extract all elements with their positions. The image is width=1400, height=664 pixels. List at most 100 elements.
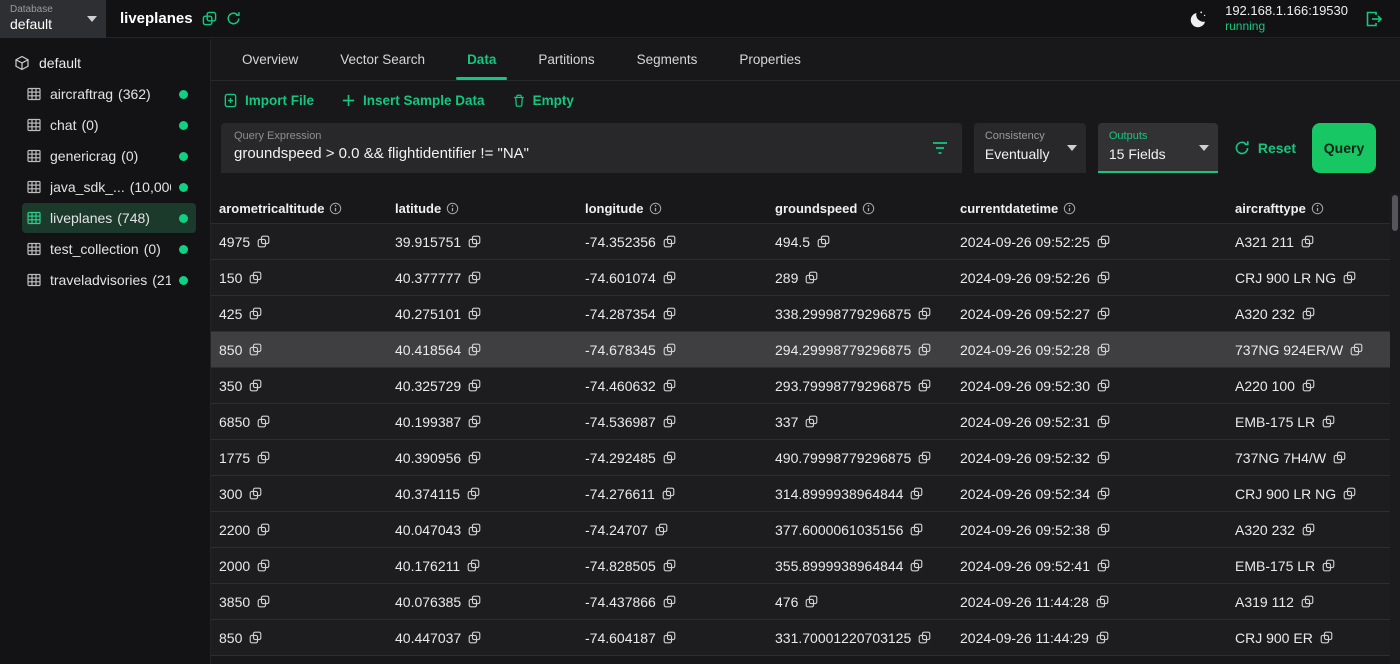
copy-icon[interactable] (249, 271, 262, 284)
filter-icon[interactable] (932, 141, 948, 160)
copy-icon[interactable] (468, 379, 481, 392)
copy-icon[interactable] (1343, 271, 1356, 284)
copy-icon[interactable] (1333, 451, 1346, 464)
copy-icon[interactable] (663, 595, 676, 608)
sidebar-database-root[interactable]: default (0, 49, 210, 79)
copy-icon[interactable] (1301, 235, 1314, 248)
copy-icon[interactable] (249, 343, 262, 356)
copy-icon[interactable] (918, 631, 931, 644)
copy-icon[interactable] (1096, 631, 1109, 644)
copy-icon[interactable] (468, 271, 481, 284)
copy-icon[interactable] (1302, 307, 1315, 320)
copy-icon[interactable] (468, 451, 481, 464)
sidebar-item-test-collection[interactable]: test_collection (0) (22, 234, 196, 264)
query-expression-input[interactable]: Query Expression groundspeed > 0.0 && fl… (221, 123, 962, 173)
disconnect-exit-icon[interactable] (1364, 9, 1384, 29)
copy-icon[interactable] (663, 379, 676, 392)
copy-icon[interactable] (1097, 523, 1110, 536)
copy-icon[interactable] (257, 451, 270, 464)
copy-icon[interactable] (1097, 379, 1110, 392)
sidebar-item-liveplanes[interactable]: liveplanes (748) (22, 203, 196, 233)
copy-icon[interactable] (663, 271, 676, 284)
copy-icon[interactable] (1343, 487, 1356, 500)
database-select[interactable]: Database default (0, 0, 106, 38)
copy-icon[interactable] (663, 631, 676, 644)
column-header-latitude[interactable]: latitude (387, 201, 577, 216)
copy-icon[interactable] (663, 343, 676, 356)
copy-icon[interactable] (663, 307, 676, 320)
sidebar-item-chat[interactable]: chat (0) (22, 110, 196, 140)
copy-icon[interactable] (468, 307, 481, 320)
copy-icon[interactable] (1097, 415, 1110, 428)
copy-icon[interactable] (249, 307, 262, 320)
copy-icon[interactable] (1097, 271, 1110, 284)
refresh-icon[interactable] (226, 11, 241, 26)
outputs-select[interactable]: Outputs 15 Fields (1097, 123, 1218, 173)
table-row[interactable]: 850 40.418564 -74.678345 294.29998779296… (211, 332, 1390, 368)
consistency-select[interactable]: Consistency Eventually (973, 123, 1086, 173)
table-row[interactable]: 425 40.275101 -74.287354 338.29998779296… (211, 296, 1390, 332)
copy-icon[interactable] (663, 235, 676, 248)
column-header-currentdatetime[interactable]: currentdatetime (952, 201, 1227, 216)
copy-icon[interactable] (1302, 523, 1315, 536)
table-row[interactable]: 1775 40.390956 -74.292485 490.7999877929… (211, 440, 1390, 476)
copy-icon[interactable] (468, 523, 481, 536)
copy-icon[interactable] (257, 235, 270, 248)
column-header-groundspeed[interactable]: groundspeed (767, 201, 952, 216)
insert-sample-data-button[interactable]: Insert Sample Data (341, 93, 485, 108)
copy-icon[interactable] (918, 307, 931, 320)
copy-icon[interactable] (918, 343, 931, 356)
copy-icon[interactable] (249, 631, 262, 644)
table-row[interactable]: 300 40.374115 -74.276611 314.89999389648… (211, 476, 1390, 512)
copy-icon[interactable] (817, 235, 830, 248)
copy-icon[interactable] (249, 487, 262, 500)
copy-icon[interactable] (249, 379, 262, 392)
query-button[interactable]: Query (1312, 123, 1376, 173)
table-row[interactable]: 2000 40.176211 -74.828505 355.8999938964… (211, 548, 1390, 584)
copy-icon[interactable] (1350, 343, 1363, 356)
copy-icon[interactable] (805, 415, 818, 428)
copy-title-icon[interactable] (202, 11, 217, 26)
copy-icon[interactable] (910, 559, 923, 572)
copy-icon[interactable] (1097, 451, 1110, 464)
copy-icon[interactable] (467, 487, 480, 500)
scrollbar-thumb[interactable] (1392, 195, 1398, 231)
copy-icon[interactable] (662, 487, 675, 500)
copy-icon[interactable] (468, 235, 481, 248)
copy-icon[interactable] (467, 559, 480, 572)
sidebar-item-traveladvisories[interactable]: traveladvisories (212) (22, 265, 196, 295)
copy-icon[interactable] (918, 379, 931, 392)
copy-icon[interactable] (257, 559, 270, 572)
copy-icon[interactable] (663, 559, 676, 572)
table-row[interactable]: 150 40.377777 -74.601074 289 2024-09-26 … (211, 260, 1390, 296)
copy-icon[interactable] (1322, 559, 1335, 572)
sidebar-item-aircraftrag[interactable]: aircraftrag (362) (22, 79, 196, 109)
copy-icon[interactable] (1096, 595, 1109, 608)
vertical-scrollbar[interactable] (1390, 193, 1400, 664)
copy-icon[interactable] (468, 595, 481, 608)
table-row[interactable]: 4975 39.915751 -74.352356 494.5 2024-09-… (211, 224, 1390, 260)
table-row[interactable]: 6850 40.199387 -74.536987 337 2024-09-26… (211, 404, 1390, 440)
copy-icon[interactable] (655, 523, 668, 536)
import-file-button[interactable]: Import File (223, 93, 314, 108)
table-row[interactable]: 2200 40.047043 -74.24707 377.60000610351… (211, 512, 1390, 548)
tab-data[interactable]: Data (446, 39, 517, 80)
copy-icon[interactable] (910, 523, 923, 536)
table-row[interactable]: 3850 40.076385 -74.437866 476 2024-09-26… (211, 584, 1390, 620)
tab-partitions[interactable]: Partitions (517, 39, 615, 80)
copy-icon[interactable] (257, 523, 270, 536)
copy-icon[interactable] (805, 595, 818, 608)
table-row[interactable]: 850 40.447037 -74.604187 331.70001220703… (211, 620, 1390, 656)
copy-icon[interactable] (257, 595, 270, 608)
copy-icon[interactable] (1097, 235, 1110, 248)
copy-icon[interactable] (1097, 307, 1110, 320)
copy-icon[interactable] (1301, 595, 1314, 608)
column-header-aircrafttype[interactable]: aircrafttype (1227, 201, 1390, 216)
tab-properties[interactable]: Properties (718, 39, 822, 80)
column-header-arometricaltitude[interactable]: arometricaltitude (211, 201, 387, 216)
copy-icon[interactable] (663, 451, 676, 464)
sidebar-item-java-sdk-[interactable]: java_sdk_... (10,000) (22, 172, 196, 202)
copy-icon[interactable] (468, 415, 481, 428)
copy-icon[interactable] (1097, 343, 1110, 356)
copy-icon[interactable] (468, 343, 481, 356)
